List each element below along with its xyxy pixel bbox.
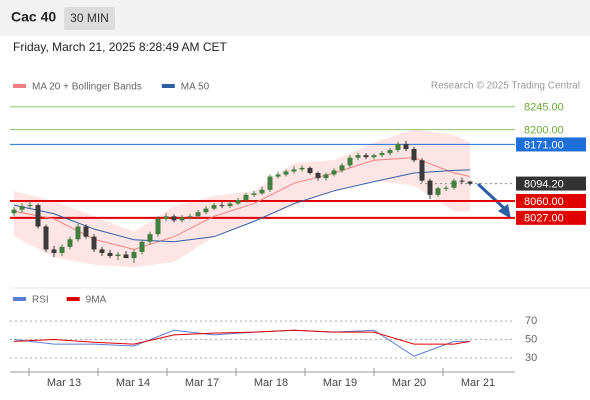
level-box: [516, 176, 586, 191]
candle-body: [363, 155, 369, 158]
candle-body: [155, 218, 161, 235]
candle-body: [147, 234, 153, 242]
candle-body: [419, 160, 425, 181]
legend-swatch: [161, 84, 175, 88]
candle-body: [411, 149, 417, 161]
x-tick-label: Mar 19: [323, 377, 357, 389]
candle-body: [403, 143, 409, 150]
legend-swatch: [13, 84, 26, 88]
level-label: 8245.00: [524, 102, 564, 114]
candle-body: [75, 226, 81, 240]
candle-body: [467, 181, 473, 184]
candle-body: [83, 226, 89, 237]
candle-body: [19, 206, 25, 210]
x-tick-label: Mar 13: [47, 377, 81, 389]
candle-body: [163, 216, 169, 219]
legend-label: MA 20 + Bollinger Bands: [32, 82, 142, 93]
rsi-tick-label: 30: [525, 352, 537, 364]
bollinger-band: [14, 129, 470, 268]
candle-body: [259, 189, 265, 194]
candle-body: [11, 209, 17, 214]
datetime: Friday, March 21, 2025 8:28:49 AM CET: [13, 40, 228, 54]
candle-body: [195, 212, 201, 217]
ma-line: [13, 169, 471, 243]
rsi-line: [13, 329, 470, 357]
legend-label: 9MA: [86, 295, 107, 306]
candle-body: [379, 153, 385, 156]
x-tick-label: Mar 14: [116, 377, 150, 389]
x-tick-label: Mar 21: [461, 377, 495, 389]
candle-body: [331, 170, 337, 175]
x-tick-label: Mar 20: [392, 377, 426, 389]
candle-body: [179, 217, 185, 221]
candle-body: [211, 205, 217, 209]
candle-body: [131, 251, 137, 259]
candle-body: [251, 193, 257, 195]
level-box: [516, 194, 586, 209]
candle-body: [427, 180, 433, 195]
level-label: 8027.00: [524, 213, 564, 225]
candle-body: [323, 174, 329, 179]
legend-swatch: [13, 297, 26, 301]
candle-body: [99, 249, 105, 253]
level-box: [516, 137, 586, 152]
candle-body: [123, 254, 129, 259]
timeframe-button[interactable]: [64, 7, 115, 30]
candle-body: [43, 226, 49, 250]
candle-body: [51, 249, 57, 253]
candle-body: [299, 167, 305, 170]
forecast-arrow: [476, 182, 507, 211]
candle-body: [219, 205, 225, 207]
candle-body: [91, 236, 97, 250]
candle-body: [227, 203, 233, 207]
candle-body: [371, 155, 377, 158]
candle-body: [203, 208, 209, 213]
candle-body: [451, 180, 457, 188]
candle-body: [267, 176, 273, 190]
candle-body: [435, 188, 441, 195]
candle-body: [235, 199, 241, 204]
level-label: 8060.00: [524, 196, 564, 208]
timeframe[interactable]: 30 MIN: [70, 11, 109, 25]
legend-label: RSI: [32, 295, 49, 306]
legend-swatch: [66, 297, 80, 301]
level-label: 8094.20: [524, 178, 564, 190]
candle-body: [243, 194, 249, 200]
candle-body: [315, 172, 321, 179]
candle-body: [139, 241, 145, 252]
rsi-line: [13, 329, 471, 345]
legend-label: MA 50: [181, 82, 210, 93]
candle-body: [67, 239, 73, 247]
candle-body: [443, 187, 449, 189]
candle-body: [27, 205, 33, 207]
candle-body: [283, 171, 289, 175]
symbol: Cac 40: [11, 9, 56, 25]
candle-body: [171, 216, 177, 221]
candle-body: [387, 150, 393, 154]
level-label: 8200.00: [524, 125, 564, 137]
level-box: [516, 210, 586, 225]
candle-body: [59, 246, 65, 253]
candle-body: [395, 143, 401, 151]
candle-body: [459, 180, 465, 182]
level-label: 8171.00: [524, 139, 564, 151]
rsi-tick-label: 50: [525, 333, 537, 345]
candle-body: [35, 205, 41, 227]
candle-body: [275, 174, 281, 177]
candle-body: [291, 169, 297, 172]
x-tick-label: Mar 18: [254, 377, 288, 389]
candle-body: [355, 155, 361, 158]
x-tick-label: Mar 17: [185, 377, 219, 389]
candle-body: [107, 252, 113, 257]
candle-body: [347, 157, 353, 166]
credit: Research © 2025 Trading Central: [431, 81, 580, 92]
forecast-arrowhead: [498, 204, 511, 219]
candle-body: [187, 216, 193, 218]
rsi-tick-label: 70: [525, 315, 537, 327]
candle-body: [307, 167, 313, 173]
candle-body: [339, 165, 345, 171]
candle-body: [115, 254, 121, 257]
